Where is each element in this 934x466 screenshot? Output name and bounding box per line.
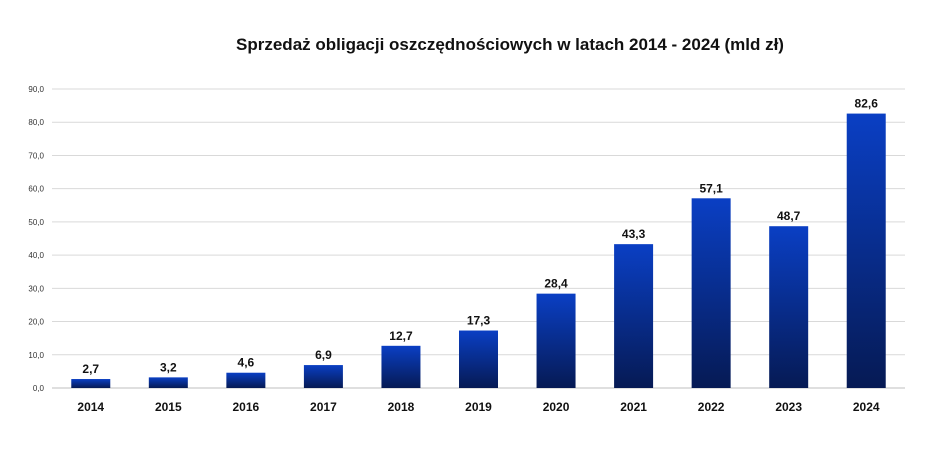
bar-2019 xyxy=(459,330,498,388)
x-tick-label-2021: 2021 xyxy=(620,400,647,414)
x-tick-label-2015: 2015 xyxy=(155,400,182,414)
y-tick-label: 10,0 xyxy=(28,351,44,360)
data-label-2014: 2,7 xyxy=(82,362,99,376)
y-tick-label: 0,0 xyxy=(33,384,45,393)
chart-title: Sprzedaż obligacji oszczędnościowych w l… xyxy=(236,35,784,54)
bar-2014 xyxy=(71,379,111,388)
x-tick-label-2024: 2024 xyxy=(853,400,880,414)
data-label-2020: 28,4 xyxy=(544,277,568,291)
x-tick-label-2017: 2017 xyxy=(310,400,337,414)
x-tick-label-2019: 2019 xyxy=(465,400,492,414)
bar-2016 xyxy=(226,372,266,388)
bar-2017 xyxy=(303,365,343,388)
data-labels: 2,7 3,2 4,6 6,9 12,7 17,3 28,4 43,3 57,1 48,7 82,6 xyxy=(82,97,878,376)
y-tick-label: 70,0 xyxy=(28,151,44,160)
y-axis-ticks: 0,0 10,0 20,0 30,0 40,0 50,0 60,0 70,0 80,0 90,0 xyxy=(28,85,44,393)
data-label-2022: 57,1 xyxy=(699,181,723,195)
data-label-2024: 82,6 xyxy=(855,97,879,111)
bars xyxy=(71,113,886,388)
y-tick-label: 80,0 xyxy=(28,118,44,127)
data-label-2019: 17,3 xyxy=(467,314,491,328)
data-label-2018: 12,7 xyxy=(389,329,413,343)
bar-2024 xyxy=(846,113,886,388)
gridlines xyxy=(52,88,905,389)
data-label-2016: 4,6 xyxy=(238,356,255,370)
data-label-2021: 43,3 xyxy=(622,227,646,241)
bar-2023 xyxy=(769,226,809,388)
bar-2018 xyxy=(381,345,421,388)
y-tick-label: 50,0 xyxy=(28,218,44,227)
y-tick-label: 20,0 xyxy=(28,318,44,327)
bar-2022 xyxy=(691,198,731,388)
bar-2015 xyxy=(148,377,188,388)
data-label-2015: 3,2 xyxy=(160,360,177,374)
data-label-2017: 6,9 xyxy=(315,348,332,362)
y-tick-label: 60,0 xyxy=(28,185,44,194)
x-axis-ticks: 2014 2015 2016 2017 2018 2019 2020 2021 2022 2023… xyxy=(77,400,879,414)
x-tick-label-2020: 2020 xyxy=(543,400,570,414)
y-tick-label: 40,0 xyxy=(28,251,44,260)
x-tick-label-2023: 2023 xyxy=(775,400,802,414)
x-tick-label-2022: 2022 xyxy=(698,400,725,414)
y-tick-label: 30,0 xyxy=(28,284,44,293)
y-tick-label: 90,0 xyxy=(28,85,44,94)
x-tick-label-2018: 2018 xyxy=(388,400,415,414)
x-tick-label-2016: 2016 xyxy=(233,400,260,414)
bar-2021 xyxy=(614,244,654,388)
data-label-2023: 48,7 xyxy=(777,209,801,223)
bar-2020 xyxy=(536,293,576,388)
x-tick-label-2014: 2014 xyxy=(77,400,104,414)
